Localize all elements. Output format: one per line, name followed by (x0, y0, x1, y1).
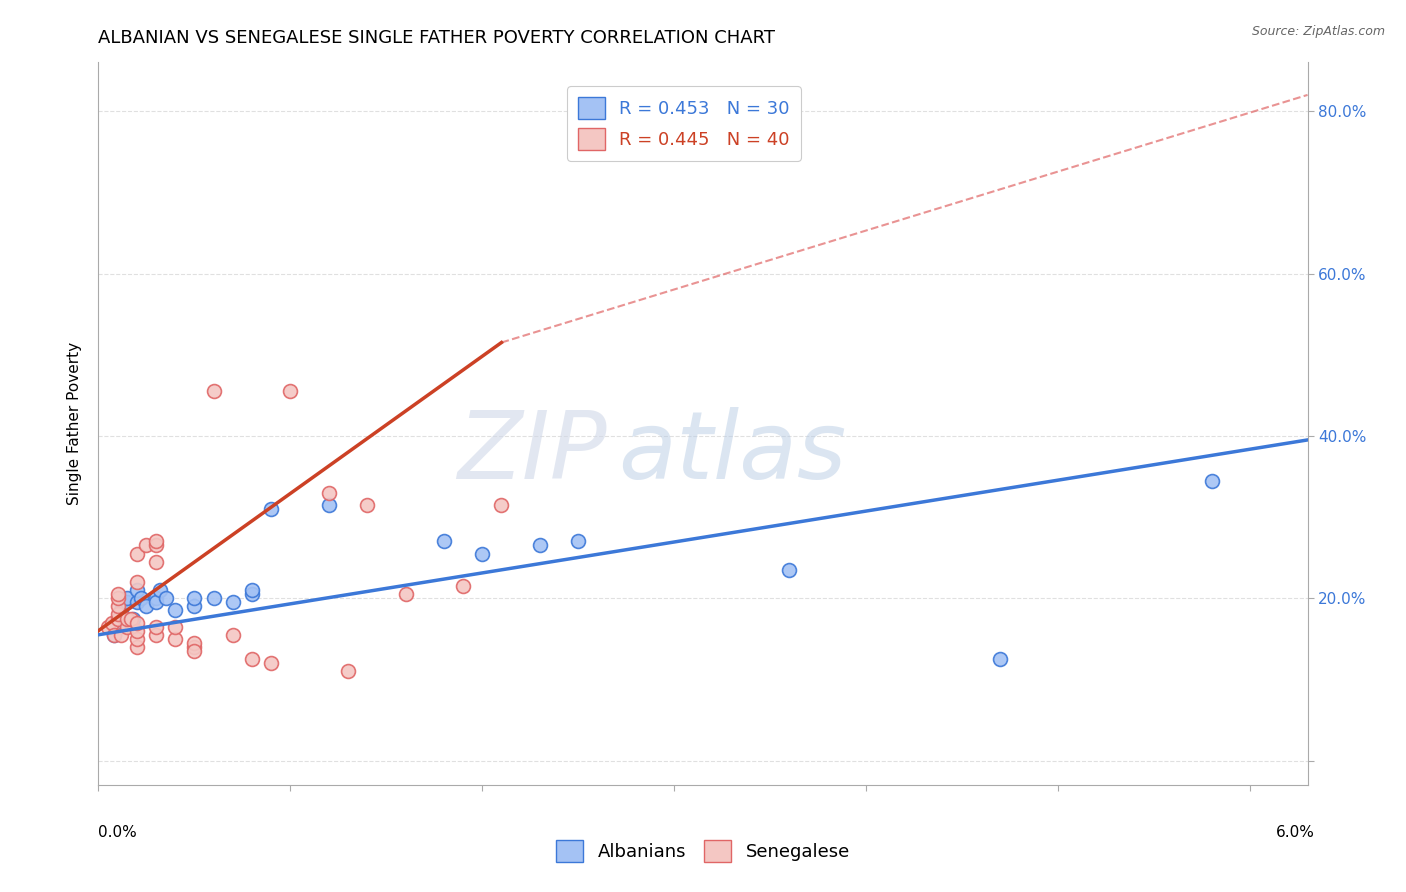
Point (125, 583, 148, 598)
Point (222, 595, 245, 609)
Legend: R = 0.453   N = 30, R = 0.445   N = 40: R = 0.453 N = 30, R = 0.445 N = 40 (567, 86, 800, 161)
Point (149, 583, 172, 598)
Point (107, 587, 129, 601)
Point (318, 485, 340, 500)
Point (1201, 474, 1223, 488)
Point (135, 539, 157, 553)
Y-axis label: Single Father Poverty: Single Father Poverty (67, 343, 83, 505)
Point (107, 591, 129, 606)
Point (125, 640, 148, 654)
Point (165, 603, 187, 617)
Legend: Albanians, Senegalese: Albanians, Senegalese (548, 833, 858, 870)
Point (183, 599, 205, 614)
Point (103, 628, 125, 642)
Point (183, 640, 205, 654)
Point (107, 607, 129, 622)
Point (202, 384, 225, 399)
Point (567, 534, 589, 549)
Point (145, 628, 167, 642)
Point (125, 624, 148, 638)
Point (129, 591, 152, 606)
Point (183, 591, 205, 606)
Point (107, 599, 129, 614)
Point (491, 498, 513, 512)
Point (125, 547, 148, 561)
Point (125, 632, 148, 646)
Point (990, 652, 1012, 666)
Point (145, 591, 167, 606)
Point (183, 636, 205, 650)
Text: ALBANIAN VS SENEGALESE SINGLE FATHER POVERTY CORRELATION CHART: ALBANIAN VS SENEGALESE SINGLE FATHER POV… (98, 29, 776, 47)
Point (125, 574, 148, 589)
Text: atlas: atlas (619, 407, 846, 498)
Point (107, 611, 129, 625)
Point (115, 595, 138, 609)
Point (165, 632, 187, 646)
Point (110, 628, 132, 642)
Point (101, 615, 124, 630)
Point (145, 539, 167, 553)
Point (240, 583, 263, 598)
Point (145, 620, 167, 634)
Point (451, 579, 474, 593)
Point (145, 595, 167, 609)
Point (125, 615, 148, 630)
Text: Source: ZipAtlas.com: Source: ZipAtlas.com (1251, 25, 1385, 38)
Point (222, 628, 245, 642)
Point (115, 620, 138, 634)
Point (115, 591, 138, 606)
Point (103, 628, 125, 642)
Text: ZIP: ZIP (457, 407, 606, 498)
Point (145, 555, 167, 569)
Point (471, 547, 494, 561)
Point (240, 652, 263, 666)
Point (97, 620, 120, 634)
Point (394, 587, 416, 601)
Point (318, 498, 340, 512)
Text: 6.0%: 6.0% (1275, 825, 1315, 840)
Point (183, 644, 205, 658)
Point (107, 620, 129, 634)
Point (280, 384, 302, 399)
Point (115, 611, 138, 625)
Point (135, 599, 157, 614)
Point (336, 665, 359, 679)
Point (155, 591, 177, 606)
Point (529, 539, 551, 553)
Point (260, 656, 283, 670)
Point (120, 611, 142, 625)
Point (145, 534, 167, 549)
Point (202, 591, 225, 606)
Point (778, 563, 800, 577)
Point (122, 611, 145, 625)
Point (240, 587, 263, 601)
Point (125, 595, 148, 609)
Point (433, 534, 456, 549)
Point (356, 498, 378, 512)
Point (110, 603, 132, 617)
Point (165, 620, 187, 634)
Point (260, 502, 283, 516)
Text: 0.0%: 0.0% (98, 825, 138, 840)
